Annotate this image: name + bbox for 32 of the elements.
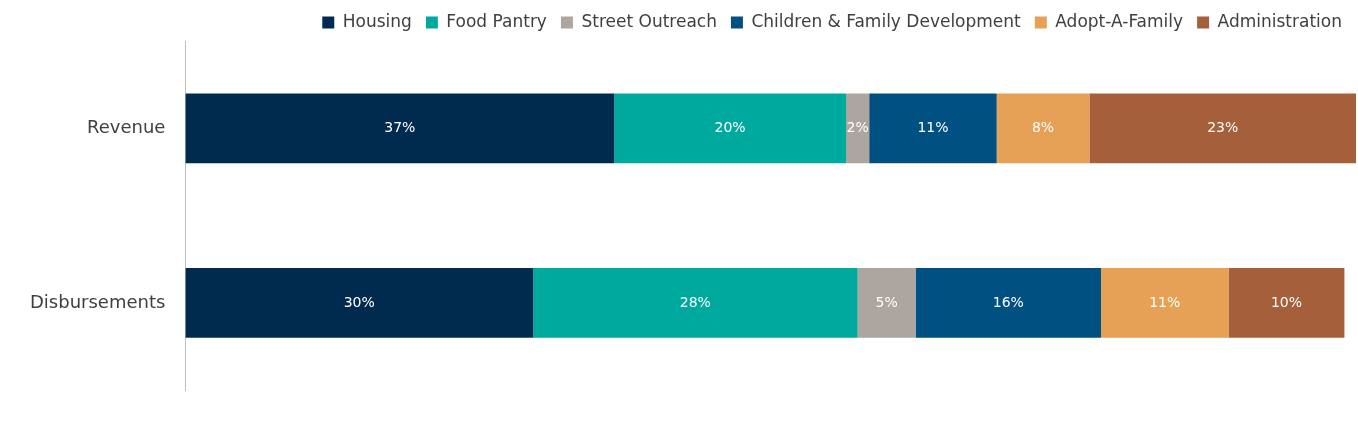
y-tick-label: Disbursements — [29, 290, 166, 312]
bar — [996, 93, 1090, 164]
data-label: 16% — [992, 293, 1024, 310]
legend-label: Food Pantry — [446, 10, 547, 31]
legend-label: Children & Family Development — [751, 10, 1022, 31]
bar — [915, 267, 1102, 338]
data-label: 30% — [343, 293, 375, 310]
data-label: 37% — [384, 118, 416, 135]
bar — [185, 267, 534, 338]
legend-label: Adopt-A-Family — [1055, 10, 1184, 31]
legend-label: Administration — [1217, 10, 1343, 31]
bar — [1089, 93, 1356, 164]
data-label: 8% — [1031, 118, 1055, 135]
data-label: 23% — [1207, 118, 1239, 135]
data-label: 10% — [1270, 293, 1303, 310]
data-label: 2% — [846, 118, 869, 135]
legend-label: Housing — [342, 10, 412, 31]
data-label: 11% — [1149, 293, 1181, 310]
bar — [1228, 267, 1345, 338]
legend-label: Street Outreach — [581, 10, 717, 31]
bar — [846, 93, 870, 164]
bar — [614, 93, 847, 164]
data-label: 5% — [875, 293, 898, 310]
data-label: 20% — [714, 118, 746, 135]
y-tick-label: Revenue — [86, 115, 166, 137]
bar — [533, 267, 858, 338]
data-label: 28% — [679, 293, 711, 310]
data-label: 11% — [917, 118, 949, 135]
bar — [869, 93, 997, 164]
bar — [1101, 267, 1229, 338]
bar — [185, 93, 615, 164]
bar — [857, 267, 916, 338]
